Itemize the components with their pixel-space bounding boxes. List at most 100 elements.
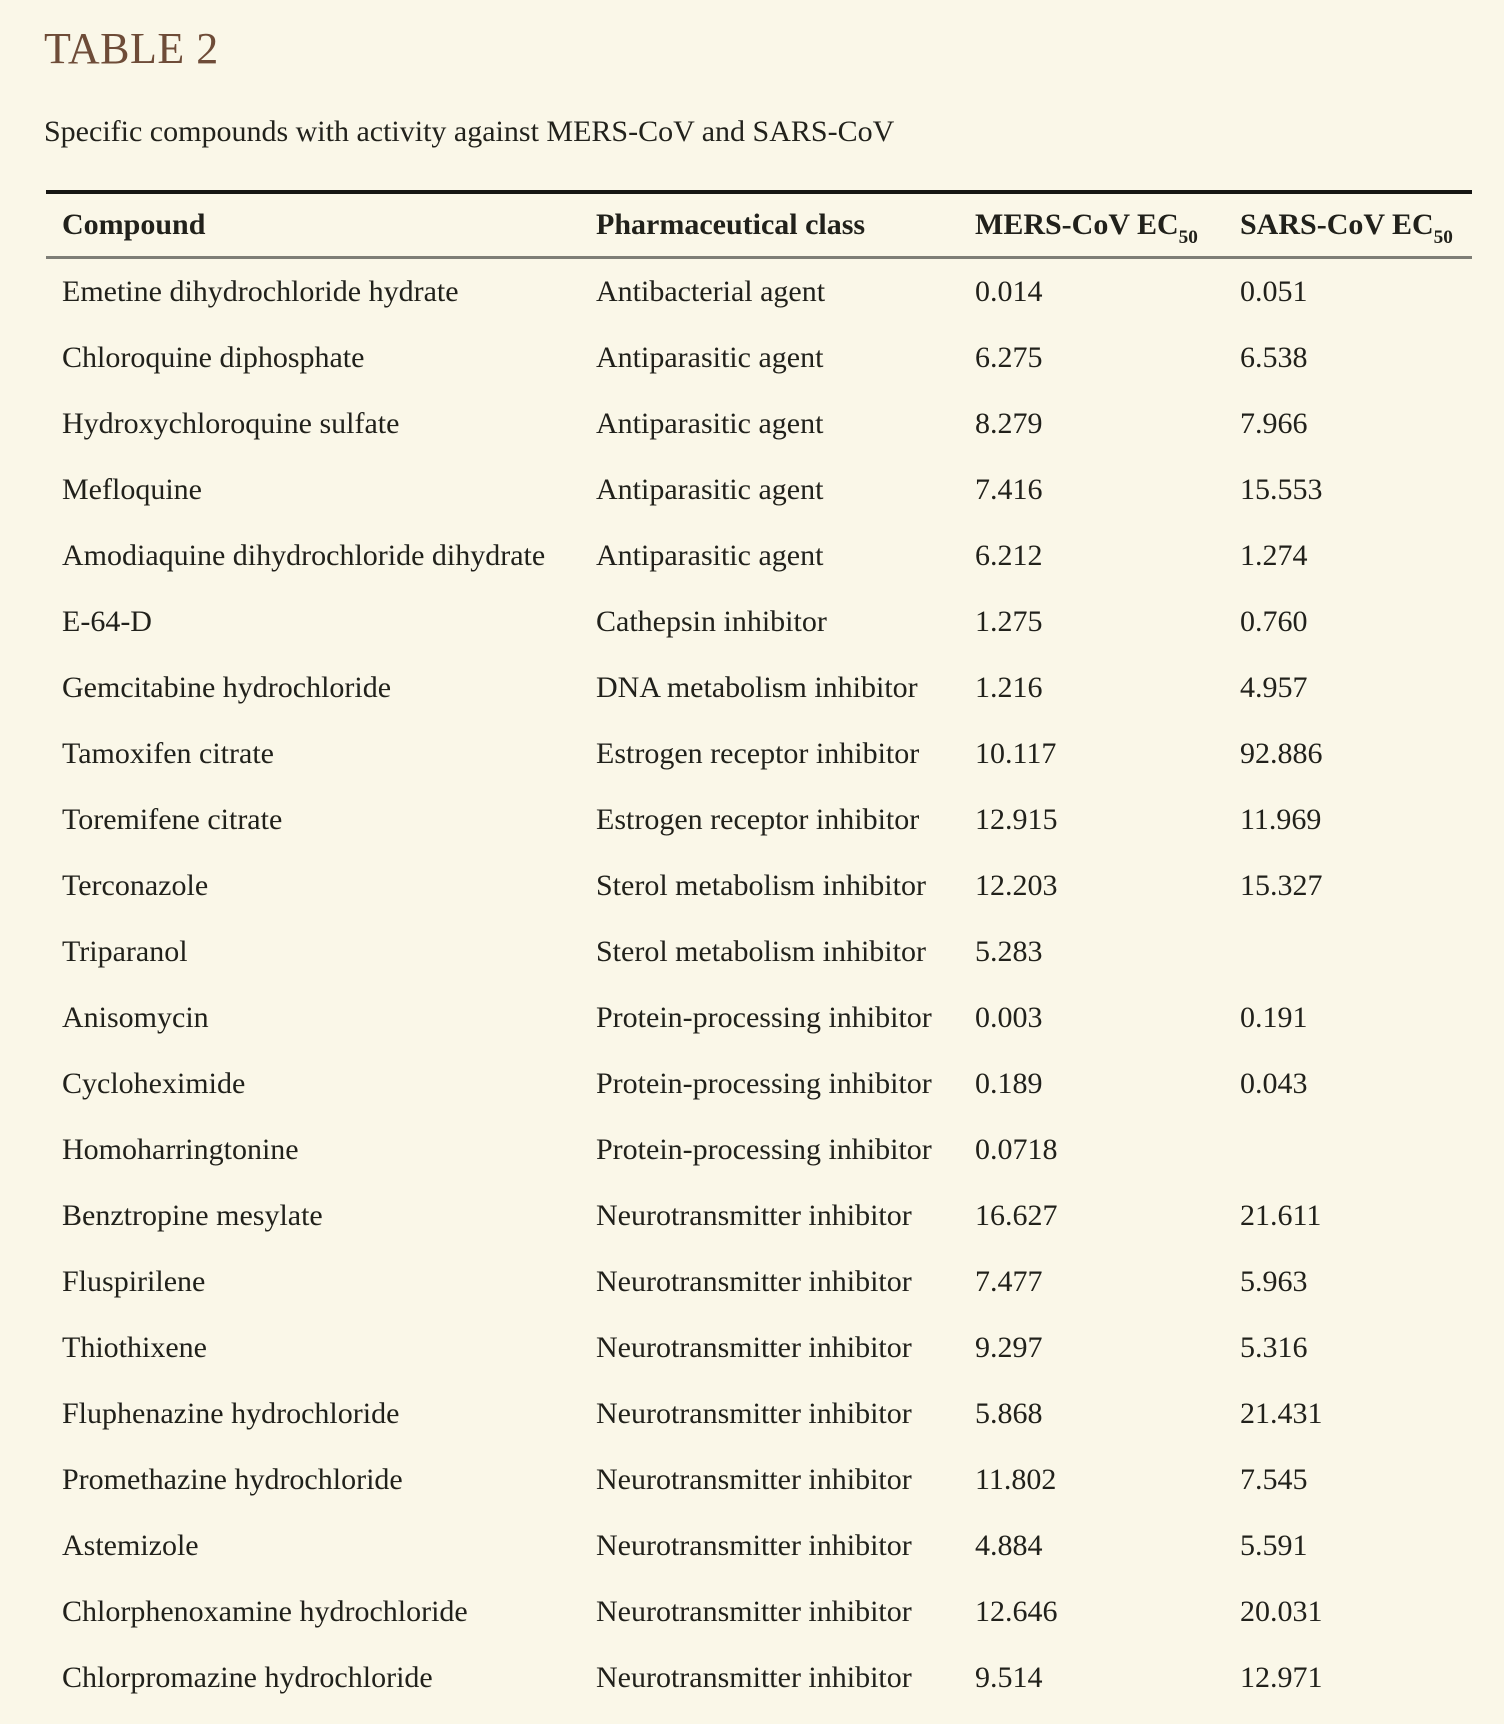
sars-ec50-cell: 15.553 bbox=[1240, 473, 1323, 507]
table-row: Fluspirilene Neurotransmitter inhibitor … bbox=[46, 1249, 1472, 1315]
mers-ec50-cell: 7.477 bbox=[975, 1265, 1043, 1299]
table-row: Mefloquine Antiparasitic agent 7.416 15.… bbox=[46, 457, 1472, 523]
table-row: Benztropine mesylate Neurotransmitter in… bbox=[46, 1183, 1472, 1249]
sars-ec50-cell: 7.966 bbox=[1240, 407, 1308, 441]
column-header-compound-label: Compound bbox=[62, 208, 206, 242]
compound-cell: Cycloheximide bbox=[62, 1067, 246, 1101]
sars-ec50-cell: 21.611 bbox=[1240, 1199, 1322, 1233]
table-body: Emetine dihydrochloride hydrate Antibact… bbox=[46, 258, 1472, 1712]
table-row: Chlorphenoxamine hydrochloride Neurotran… bbox=[46, 1579, 1472, 1645]
compound-cell: Thiothixene bbox=[62, 1331, 207, 1365]
mers-ec50-subscript: 50 bbox=[1178, 227, 1198, 249]
table-row: Anisomycin Protein-processing inhibitor … bbox=[46, 985, 1472, 1051]
sars-ec50-cell: 21.431 bbox=[1240, 1397, 1323, 1431]
pharmaceutical-class-cell: Protein-processing inhibitor bbox=[596, 1133, 932, 1167]
mers-ec50-cell: 0.003 bbox=[975, 1001, 1043, 1035]
mers-ec50-cell: 0.014 bbox=[975, 275, 1043, 309]
pharmaceutical-class-cell: Neurotransmitter inhibitor bbox=[596, 1199, 912, 1233]
table-row: Homoharringtonine Protein-processing inh… bbox=[46, 1117, 1472, 1183]
sars-ec50-cell: 0.760 bbox=[1240, 605, 1308, 639]
compound-cell: Triparanol bbox=[62, 935, 188, 969]
mers-ec50-cell: 10.117 bbox=[975, 737, 1057, 771]
pharmaceutical-class-cell: Neurotransmitter inhibitor bbox=[596, 1331, 912, 1365]
sars-ec50-cell bbox=[1240, 919, 1472, 985]
mers-ec50-cell: 8.279 bbox=[975, 407, 1043, 441]
pharmaceutical-class-cell: Sterol metabolism inhibitor bbox=[596, 935, 926, 969]
table-row: Gemcitabine hydrochloride DNA metabolism… bbox=[46, 655, 1472, 721]
pharmaceutical-class-cell: Neurotransmitter inhibitor bbox=[596, 1529, 912, 1563]
column-header-pharmaceutical-class: Pharmaceutical class bbox=[596, 192, 975, 260]
table-row: Triparanol Sterol metabolism inhibitor 5… bbox=[46, 919, 1472, 985]
mers-ec50-cell: 16.627 bbox=[975, 1199, 1058, 1233]
compound-cell: Astemizole bbox=[62, 1529, 199, 1563]
column-header-sars-label: SARS-CoV EC bbox=[1240, 208, 1434, 242]
compound-cell: Fluphenazine hydrochloride bbox=[62, 1397, 400, 1431]
pharmaceutical-class-cell: Neurotransmitter inhibitor bbox=[596, 1661, 912, 1695]
pharmaceutical-class-cell: Protein-processing inhibitor bbox=[596, 1067, 932, 1101]
compound-cell: Chloroquine diphosphate bbox=[62, 341, 365, 375]
mers-ec50-cell: 11.802 bbox=[975, 1463, 1057, 1497]
pharmaceutical-class-cell: Sterol metabolism inhibitor bbox=[596, 869, 926, 903]
column-header-compound: Compound bbox=[46, 192, 596, 260]
mers-ec50-cell: 9.514 bbox=[975, 1661, 1043, 1695]
compound-cell: Homoharringtonine bbox=[62, 1133, 299, 1167]
mers-ec50-cell: 12.915 bbox=[975, 803, 1058, 837]
table-row: Toremifene citrate Estrogen receptor inh… bbox=[46, 787, 1472, 853]
table-header: Compound Pharmaceutical class MERS-CoV E… bbox=[46, 192, 1472, 260]
table-header-row: Compound Pharmaceutical class MERS-CoV E… bbox=[46, 192, 1472, 260]
column-header-mers-label: MERS-CoV EC bbox=[975, 208, 1179, 242]
mers-ec50-cell: 0.189 bbox=[975, 1067, 1043, 1101]
compound-cell: Terconazole bbox=[62, 869, 209, 903]
sars-ec50-cell: 11.969 bbox=[1240, 803, 1322, 837]
sars-ec50-cell: 7.545 bbox=[1240, 1463, 1308, 1497]
compound-cell: Toremifene citrate bbox=[62, 803, 283, 837]
compounds-table: Compound Pharmaceutical class MERS-CoV E… bbox=[46, 190, 1472, 1711]
table-row: Amodiaquine dihydrochloride dihydrate An… bbox=[46, 523, 1472, 589]
sars-ec50-cell: 0.051 bbox=[1240, 275, 1308, 309]
mers-ec50-cell: 6.275 bbox=[975, 341, 1043, 375]
sars-ec50-cell: 5.963 bbox=[1240, 1265, 1308, 1299]
compound-cell: Fluspirilene bbox=[62, 1265, 206, 1299]
compound-cell: Emetine dihydrochloride hydrate bbox=[62, 275, 459, 309]
pharmaceutical-class-cell: Antiparasitic agent bbox=[596, 473, 824, 507]
sars-ec50-cell: 5.591 bbox=[1240, 1529, 1308, 1563]
table-row: Astemizole Neurotransmitter inhibitor 4.… bbox=[46, 1513, 1472, 1579]
compound-cell: Tamoxifen citrate bbox=[62, 737, 274, 771]
table-row: E-64-D Cathepsin inhibitor 1.275 0.760 bbox=[46, 589, 1472, 655]
table-row: Emetine dihydrochloride hydrate Antibact… bbox=[46, 258, 1472, 326]
sars-ec50-cell: 1.274 bbox=[1240, 539, 1308, 573]
compound-cell: Promethazine hydrochloride bbox=[62, 1463, 403, 1497]
sars-ec50-cell: 0.043 bbox=[1240, 1067, 1308, 1101]
sars-ec50-cell: 15.327 bbox=[1240, 869, 1323, 903]
pharmaceutical-class-cell: Antiparasitic agent bbox=[596, 341, 824, 375]
table-row: Chloroquine diphosphate Antiparasitic ag… bbox=[46, 325, 1472, 391]
sars-ec50-cell: 4.957 bbox=[1240, 671, 1308, 705]
compound-cell: Anisomycin bbox=[62, 1001, 209, 1035]
mers-ec50-cell: 9.297 bbox=[975, 1331, 1043, 1365]
table-row: Promethazine hydrochloride Neurotransmit… bbox=[46, 1447, 1472, 1513]
sars-ec50-cell: 5.316 bbox=[1240, 1331, 1308, 1365]
mers-ec50-cell: 12.646 bbox=[975, 1595, 1058, 1629]
pharmaceutical-class-cell: DNA metabolism inhibitor bbox=[596, 671, 918, 705]
compound-cell: Gemcitabine hydrochloride bbox=[62, 671, 392, 705]
pharmaceutical-class-cell: Protein-processing inhibitor bbox=[596, 1001, 932, 1035]
sars-ec50-subscript: 50 bbox=[1433, 227, 1453, 249]
column-header-class-label: Pharmaceutical class bbox=[596, 208, 866, 242]
mers-ec50-cell: 1.275 bbox=[975, 605, 1043, 639]
table-row: Thiothixene Neurotransmitter inhibitor 9… bbox=[46, 1315, 1472, 1381]
mers-ec50-cell: 0.0718 bbox=[975, 1133, 1058, 1167]
pharmaceutical-class-cell: Estrogen receptor inhibitor bbox=[596, 803, 920, 837]
compound-cell: Benztropine mesylate bbox=[62, 1199, 323, 1233]
pharmaceutical-class-cell: Neurotransmitter inhibitor bbox=[596, 1265, 912, 1299]
table-row: Cycloheximide Protein-processing inhibit… bbox=[46, 1051, 1472, 1117]
pharmaceutical-class-cell: Neurotransmitter inhibitor bbox=[596, 1595, 912, 1629]
compound-cell: E-64-D bbox=[62, 605, 152, 639]
column-header-sars-ec50: SARS-CoV EC50 bbox=[1240, 192, 1472, 260]
pharmaceutical-class-cell: Neurotransmitter inhibitor bbox=[596, 1463, 912, 1497]
mers-ec50-cell: 5.868 bbox=[975, 1397, 1043, 1431]
table-row: Tamoxifen citrate Estrogen receptor inhi… bbox=[46, 721, 1472, 787]
pharmaceutical-class-cell: Cathepsin inhibitor bbox=[596, 605, 827, 639]
column-header-mers-ec50: MERS-CoV EC50 bbox=[975, 192, 1240, 260]
sars-ec50-cell: 92.886 bbox=[1240, 737, 1323, 771]
table-caption: Specific compounds with activity against… bbox=[44, 115, 895, 149]
